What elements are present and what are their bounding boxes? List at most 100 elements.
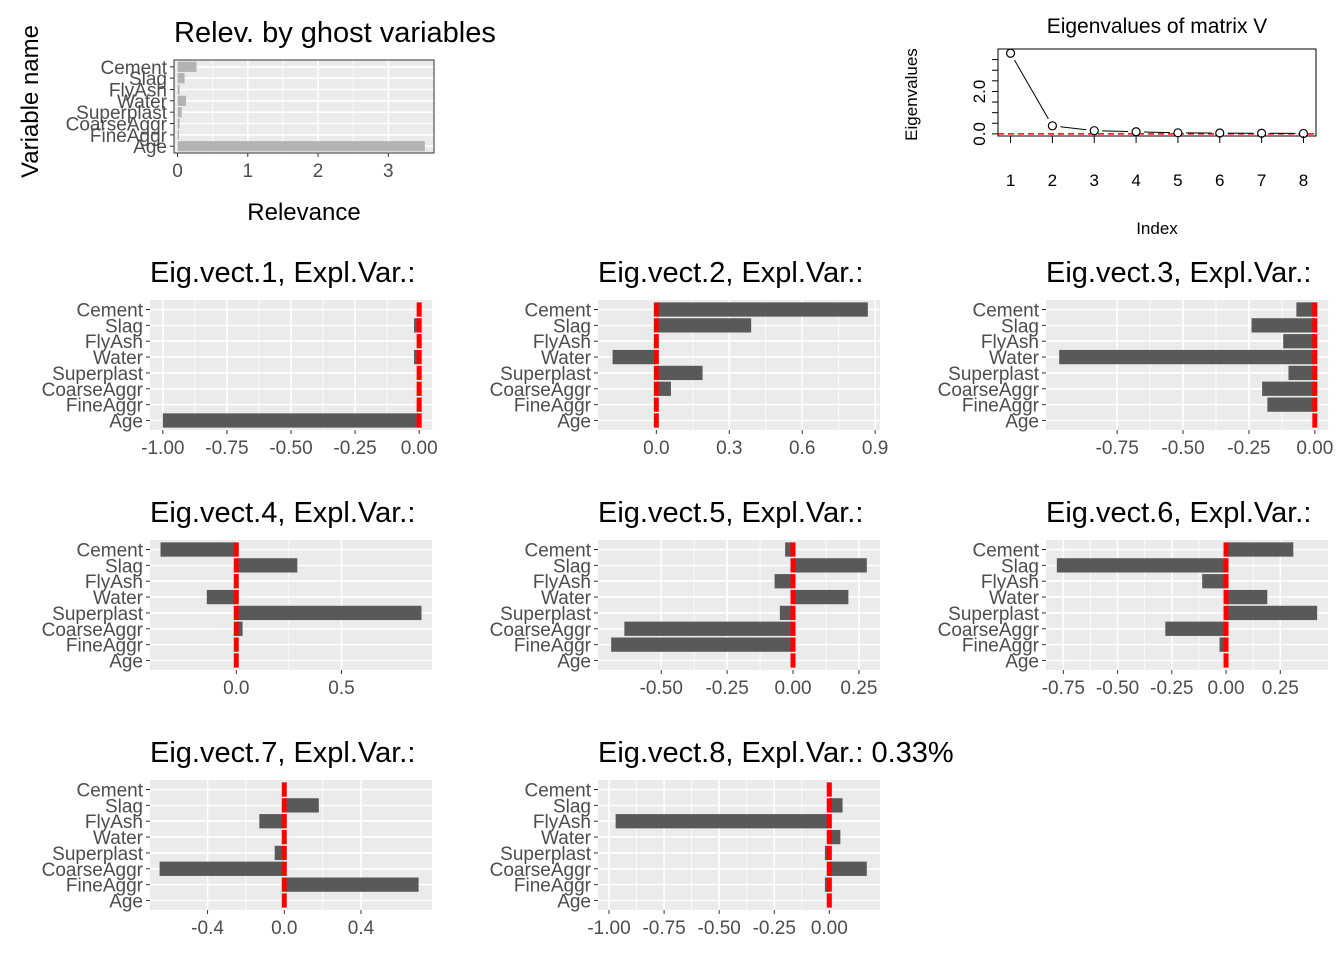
zero-marker xyxy=(653,381,659,396)
x-tick-label: 8 xyxy=(1299,171,1308,190)
zero-marker xyxy=(790,621,796,636)
bar-coarseaggr xyxy=(624,621,794,636)
x-tick-label: 6 xyxy=(1215,171,1224,190)
panel-border xyxy=(173,59,435,154)
x-tick-label: 0.00 xyxy=(1296,438,1333,459)
category-label-flyash: FlyAsh xyxy=(85,812,143,833)
bar-water xyxy=(829,829,841,845)
category-label-cement: Cement xyxy=(972,301,1039,322)
bar-cement xyxy=(177,61,197,72)
bar-cement xyxy=(656,302,868,317)
category-label-slag: Slag xyxy=(105,796,143,817)
chart-title: Eig.vect.6, Expl.Var.: xyxy=(1046,497,1311,529)
category-label-slag: Slag xyxy=(553,796,591,817)
category-label-water: Water xyxy=(541,348,592,369)
zero-marker xyxy=(233,637,239,652)
zero-marker xyxy=(826,814,832,829)
bar-superplast xyxy=(274,845,285,861)
zero-marker xyxy=(826,877,832,892)
zero-marker xyxy=(790,637,796,652)
category-label-flyash: FlyAsh xyxy=(533,332,591,353)
x-tick-label: 3 xyxy=(1090,171,1099,190)
chart-eigvect7: CementSlagFlyAshWaterSuperplastCoarseAgg… xyxy=(42,737,432,939)
chart-relevance: CementSlagFlyAshWaterSuperplastCoarseAgg… xyxy=(17,17,496,226)
category-label-flyash: FlyAsh xyxy=(533,812,591,833)
category-label-age: Age xyxy=(557,891,591,912)
category-label-slag: Slag xyxy=(105,556,143,577)
category-label-cement: Cement xyxy=(524,541,591,562)
bar-slag xyxy=(236,558,298,573)
zero-marker xyxy=(416,381,422,396)
zero-marker xyxy=(416,318,422,333)
category-label-superplast: Superplast xyxy=(52,844,144,865)
x-tick-label: 0.4 xyxy=(348,918,375,939)
zero-marker xyxy=(653,365,659,381)
zero-marker xyxy=(653,349,659,365)
category-label-superplast: Superplast xyxy=(948,604,1040,625)
x-tick-label: 0.25 xyxy=(840,678,877,699)
category-label-coarseaggr: CoarseAggr xyxy=(42,620,144,641)
category-label-superplast: Superplast xyxy=(948,364,1040,385)
x-tick-label: -0.75 xyxy=(642,918,685,939)
x-tick-label: -0.50 xyxy=(1161,438,1204,459)
bar-cement xyxy=(1226,542,1294,557)
category-label-fineaggr: FineAggr xyxy=(66,636,144,657)
x-tick-label: 0.3 xyxy=(716,438,742,459)
chart-eigenvalues: 1 2 3 4 5 6 7 8 0.0 2.0 Eigenvalues of matrix V Ind… xyxy=(902,15,1317,238)
category-label-coarseaggr: CoarseAggr xyxy=(490,860,592,881)
bar-fineaggr xyxy=(1267,397,1315,412)
category-label-cement: Cement xyxy=(524,781,591,802)
category-label-water: Water xyxy=(541,828,592,849)
zero-marker xyxy=(826,829,832,845)
category-label-superplast: Superplast xyxy=(52,364,144,385)
category-label-water: Water xyxy=(989,588,1040,609)
zero-marker xyxy=(1312,365,1318,381)
bar-water xyxy=(177,95,186,106)
eigen-point xyxy=(1005,48,1016,58)
category-label-age: Age xyxy=(1005,411,1039,432)
chart-title: Eig.vect.4, Expl.Var.: xyxy=(150,497,415,529)
zero-marker xyxy=(281,829,287,845)
category-label-coarseaggr: CoarseAggr xyxy=(938,380,1040,401)
zero-marker xyxy=(281,798,287,813)
x-tick-label: -0.25 xyxy=(705,678,748,699)
eigen-line-segment xyxy=(1144,131,1170,134)
x-tick-label: 0.0 xyxy=(643,438,669,459)
y-axis-label: Eigenvalues xyxy=(902,48,921,141)
chart-eigvect2: CementSlagFlyAshWaterSuperplastCoarseAgg… xyxy=(490,257,889,459)
bar-water xyxy=(414,349,420,365)
x-tick-label: 0.0 xyxy=(223,678,249,699)
category-label-slag: Slag xyxy=(553,316,591,337)
zero-marker xyxy=(281,861,287,876)
x-tick-label: 0.00 xyxy=(811,918,848,939)
category-label-fineaggr: FineAggr xyxy=(962,396,1040,417)
plot-box xyxy=(997,48,1317,137)
category-label-coarseaggr: CoarseAggr xyxy=(490,620,592,641)
zero-marker xyxy=(233,653,239,668)
bar-coarseaggr xyxy=(1262,381,1315,396)
zero-marker xyxy=(233,589,239,605)
y-tick-label: 0.0 xyxy=(970,122,989,146)
x-tick-label: -0.25 xyxy=(753,918,796,939)
zero-marker xyxy=(233,605,239,621)
chart-title: Eig.vect.7, Expl.Var.: xyxy=(150,737,415,769)
x-tick-label: 2 xyxy=(313,161,324,182)
bar-slag xyxy=(829,798,843,813)
bar-coarseaggr xyxy=(159,861,285,876)
zero-marker xyxy=(1223,574,1229,589)
zero-marker xyxy=(1223,605,1229,621)
x-tick-label: 0.0 xyxy=(271,918,297,939)
bar-flyash xyxy=(177,84,180,95)
zero-marker xyxy=(826,845,832,861)
bar-fineaggr xyxy=(1219,637,1227,652)
category-label-water: Water xyxy=(93,828,144,849)
x-tick-label: 0.00 xyxy=(1208,678,1245,699)
bar-fineaggr xyxy=(611,637,794,652)
category-label-coarseaggr: CoarseAggr xyxy=(42,860,144,881)
category-label-cement: Cement xyxy=(100,58,167,79)
bar-superplast xyxy=(656,365,703,381)
chart-eigvect5: CementSlagFlyAshWaterSuperplastCoarseAgg… xyxy=(490,497,880,699)
zero-marker xyxy=(416,397,422,412)
bar-age xyxy=(177,141,425,152)
x-tick-label: 3 xyxy=(383,161,394,182)
